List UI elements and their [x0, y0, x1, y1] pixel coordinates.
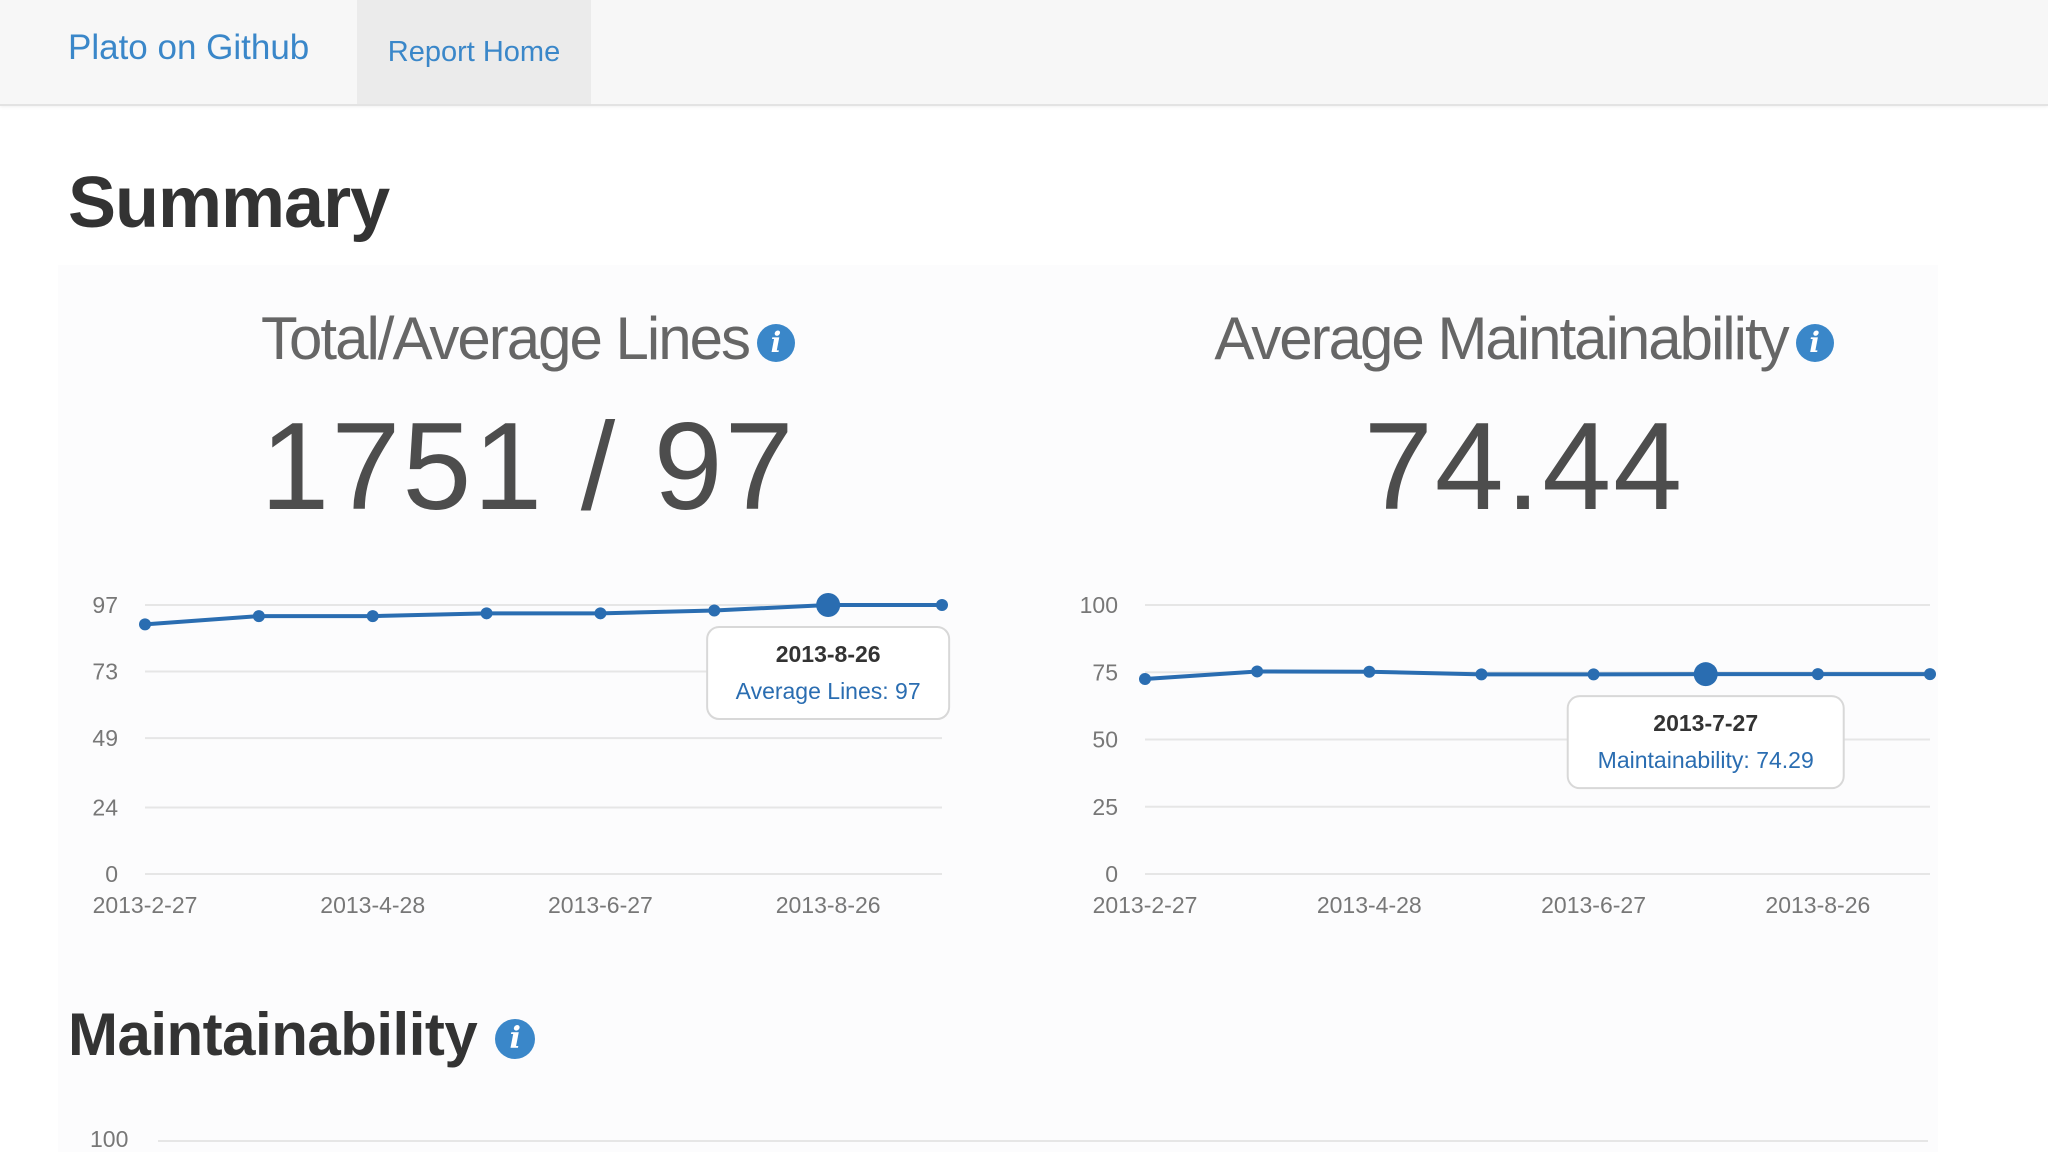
series-line — [1144, 669, 1930, 681]
maintainability-heading: Maintainability i — [68, 1000, 536, 1069]
y-tick-label: 73 — [92, 659, 118, 685]
data-point — [1811, 668, 1824, 681]
y-tick-label: 24 — [92, 794, 118, 820]
x-tick-label: 2013-6-27 — [548, 892, 653, 918]
x-tick-label: 2013-6-27 — [1541, 892, 1646, 918]
x-tick-label: 2013-8-26 — [1765, 892, 1870, 918]
info-icon[interactable]: i — [1795, 324, 1834, 363]
data-point — [1587, 668, 1600, 681]
chart-tooltip: 2013-7-27 Maintainability: 74.29 — [1566, 695, 1845, 790]
x-tick-label: 2013-4-28 — [1317, 892, 1422, 918]
y-tick-label: 49 — [92, 725, 118, 751]
x-tick-label: 2013-4-28 — [320, 892, 425, 918]
tooltip-date: 2013-7-27 — [1653, 710, 1758, 736]
data-point — [816, 593, 841, 617]
y-tick-label: 25 — [1092, 794, 1118, 820]
y-tick-label: 0 — [1105, 861, 1118, 887]
data-point — [1693, 662, 1718, 687]
data-point — [1924, 668, 1936, 681]
data-point — [1251, 665, 1264, 678]
data-point — [1139, 672, 1151, 685]
summary-heading: Summary — [68, 163, 390, 243]
data-point — [139, 618, 151, 631]
lines-panel-title: Total/Average Lines i — [48, 304, 1008, 373]
data-point — [708, 604, 721, 617]
data-point — [252, 610, 265, 623]
y-tick-label: 50 — [1092, 727, 1118, 753]
tooltip-box — [1566, 695, 1845, 790]
maintainability-panel-title: Average Maintainability i — [1044, 304, 2004, 373]
maintainability-heading-text: Maintainability — [68, 1001, 478, 1068]
tooltip-value: Average Lines: 97 — [736, 678, 921, 704]
tooltip-box — [706, 626, 951, 720]
top-navbar: Plato on Github Report Home — [0, 0, 2048, 106]
nav-item-report-home[interactable]: Report Home — [357, 0, 591, 104]
data-point — [366, 610, 379, 623]
data-point — [1363, 665, 1376, 678]
tooltip-value: Maintainability: 74.29 — [1598, 747, 1814, 773]
data-point — [594, 607, 607, 620]
brand-link[interactable]: Plato on Github — [68, 28, 310, 67]
data-point — [936, 599, 948, 611]
x-tick-label: 2013-2-27 — [93, 892, 198, 918]
maintainability-chart: 0 25 50 75 100 2013-2-27 2013-4-28 2013-6-27 201… — [1080, 592, 1936, 918]
tooltip-date: 2013-8-26 — [776, 641, 881, 667]
x-tick-label: 2013-8-26 — [776, 892, 881, 918]
y-tick-label: 97 — [92, 592, 118, 618]
chart-tooltip: 2013-8-26 Average Lines: 97 — [706, 626, 951, 720]
maintainability-title-text: Average Maintainability — [1214, 305, 1789, 372]
lines-title-text: Total/Average Lines — [261, 305, 751, 372]
report-home-link[interactable]: Report Home — [387, 35, 561, 68]
data-point — [1475, 668, 1488, 681]
data-point — [480, 607, 493, 620]
y-tick-label: 100 — [1080, 592, 1118, 618]
maintainability-gridline — [158, 1140, 1928, 1142]
info-icon[interactable]: i — [495, 1019, 536, 1060]
maintainability-value: 74.44 — [1363, 398, 1685, 536]
x-tick-label: 2013-2-27 — [1093, 892, 1198, 918]
y-tick-label: 0 — [105, 861, 118, 887]
lines-value: 1751 / 97 — [260, 398, 796, 536]
lines-chart: 0 24 49 73 97 2013-2-27 2013-4-28 2013-6-27 2013… — [92, 592, 951, 918]
y-tick-label: 75 — [1092, 659, 1118, 685]
info-icon[interactable]: i — [756, 324, 795, 363]
maintainability-y-tick: 100 — [90, 1126, 129, 1152]
series-line — [144, 603, 942, 627]
